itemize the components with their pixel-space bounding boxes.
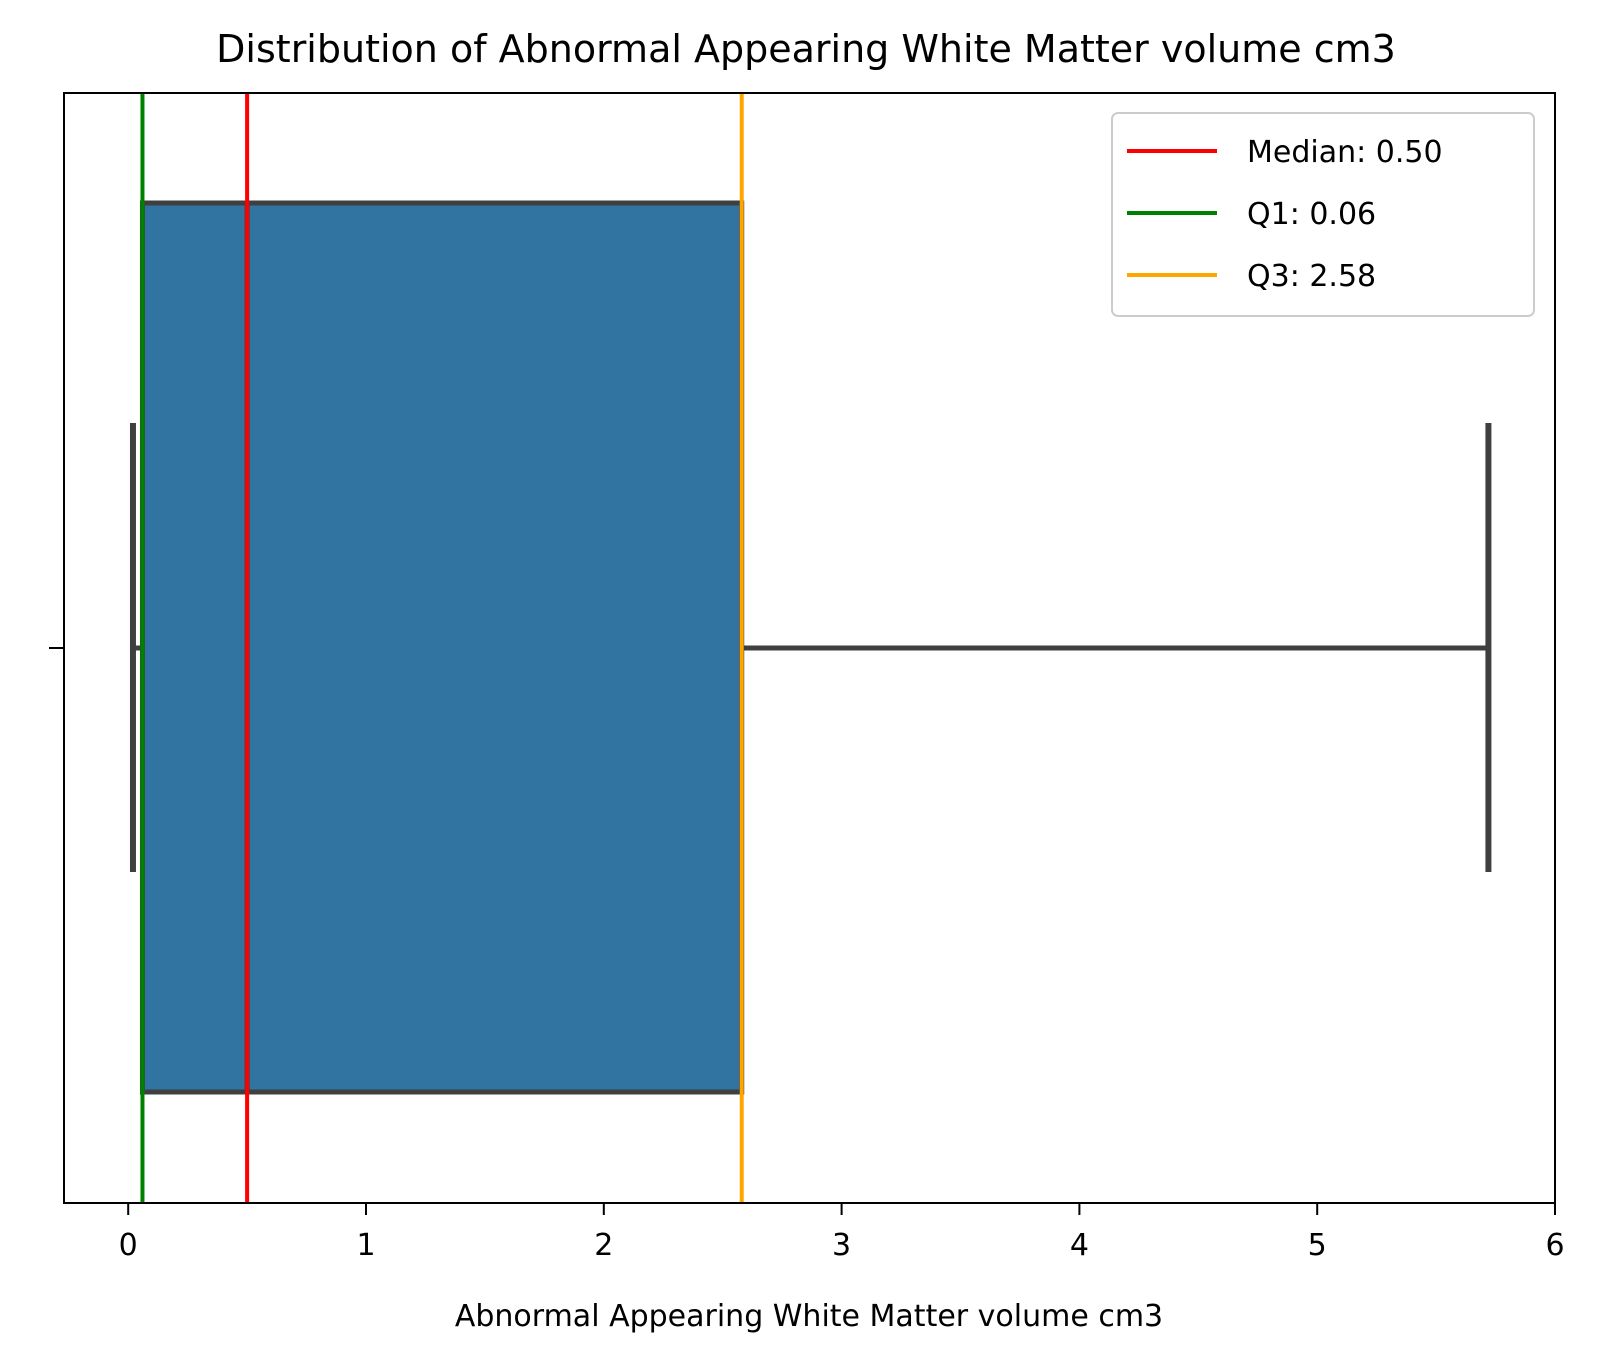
x-tick-label-3: 3	[832, 1228, 851, 1263]
x-axis-ticks: 0 1 2 3 4 5 6	[119, 1203, 1565, 1263]
legend-entry-0: Median: 0.50	[1247, 135, 1443, 170]
legend-box	[1111, 112, 1535, 317]
x-tick-label-1: 1	[356, 1228, 375, 1263]
x-tick-label-4: 4	[1070, 1228, 1089, 1263]
chart-title: Distribution of Abnormal Appearing White…	[216, 27, 1396, 71]
iqr-box	[139, 200, 745, 1095]
x-tick-label-2: 2	[594, 1228, 613, 1263]
box-layer	[129, 200, 1492, 1095]
x-tick-label-6: 6	[1545, 1228, 1564, 1263]
x-axis-label: Abnormal Appearing White Matter volume c…	[455, 1299, 1163, 1334]
legend-entry-2: Q3: 2.58	[1247, 259, 1376, 294]
x-tick-label-5: 5	[1308, 1228, 1327, 1263]
legend: Median: 0.50 Q1: 0.06 Q3: 2.58	[1111, 112, 1535, 317]
legend-entry-1: Q1: 0.06	[1247, 197, 1376, 232]
reference-lines-layer	[140, 93, 744, 1203]
x-tick-label-0: 0	[119, 1228, 138, 1263]
